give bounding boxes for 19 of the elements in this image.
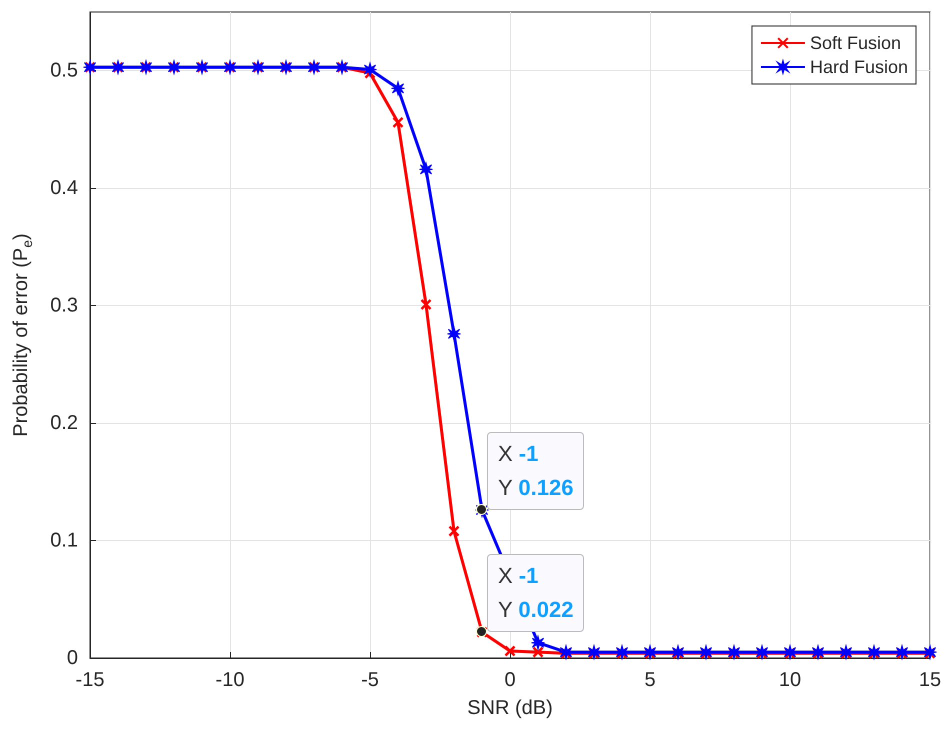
x-tick-label: 10 (778, 669, 802, 691)
legend-label: Hard Fusion (810, 57, 908, 77)
x-tick-label: -15 (76, 669, 104, 691)
y-tick-label: 0.3 (50, 294, 78, 317)
x-tick-label: -10 (216, 669, 244, 691)
y-axis-title: Probability of error (Pe) (10, 233, 35, 437)
x-tick-label: 15 (918, 669, 942, 691)
y-tick-label: 0.4 (50, 177, 78, 200)
y-tick-label: 0.5 (50, 60, 78, 82)
y-tick-label: 0 (66, 647, 78, 669)
x-tick-label: 5 (644, 669, 656, 691)
annotation: X -1 Y 0.022 (498, 562, 574, 624)
legend-label: Soft Fusion (810, 33, 902, 53)
x-tick-label: 0 (504, 669, 516, 691)
y-tick-label: 0.1 (50, 530, 78, 552)
annotation: X -1 Y 0.126 (498, 440, 574, 502)
x-axis-title: SNR (dB) (467, 697, 553, 719)
x-tick-label: -5 (361, 669, 379, 691)
y-tick-label: 0.2 (50, 412, 78, 434)
